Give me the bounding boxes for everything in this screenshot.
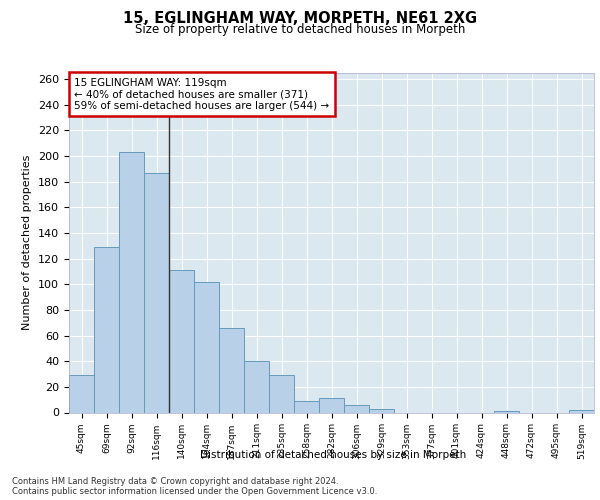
Bar [494, 411, 519, 412]
Bar [344, 405, 369, 412]
Bar [69, 376, 94, 412]
Bar [269, 376, 294, 412]
Text: Contains HM Land Registry data © Crown copyright and database right 2024.: Contains HM Land Registry data © Crown c… [12, 478, 338, 486]
Bar [119, 152, 144, 412]
Text: 15, EGLINGHAM WAY, MORPETH, NE61 2XG: 15, EGLINGHAM WAY, MORPETH, NE61 2XG [123, 11, 477, 26]
Bar [294, 401, 319, 412]
Bar [244, 361, 269, 412]
Bar [369, 408, 394, 412]
Bar [169, 270, 194, 412]
Text: Contains public sector information licensed under the Open Government Licence v3: Contains public sector information licen… [12, 488, 377, 496]
Bar [319, 398, 344, 412]
Text: 15 EGLINGHAM WAY: 119sqm
← 40% of detached houses are smaller (371)
59% of semi-: 15 EGLINGHAM WAY: 119sqm ← 40% of detach… [74, 78, 329, 111]
Y-axis label: Number of detached properties: Number of detached properties [22, 155, 32, 330]
Text: Distribution of detached houses by size in Morpeth: Distribution of detached houses by size … [200, 450, 466, 460]
Bar [144, 172, 169, 412]
Bar [94, 247, 119, 412]
Text: Size of property relative to detached houses in Morpeth: Size of property relative to detached ho… [135, 22, 465, 36]
Bar [569, 410, 594, 412]
Bar [194, 282, 219, 412]
Bar [219, 328, 244, 412]
